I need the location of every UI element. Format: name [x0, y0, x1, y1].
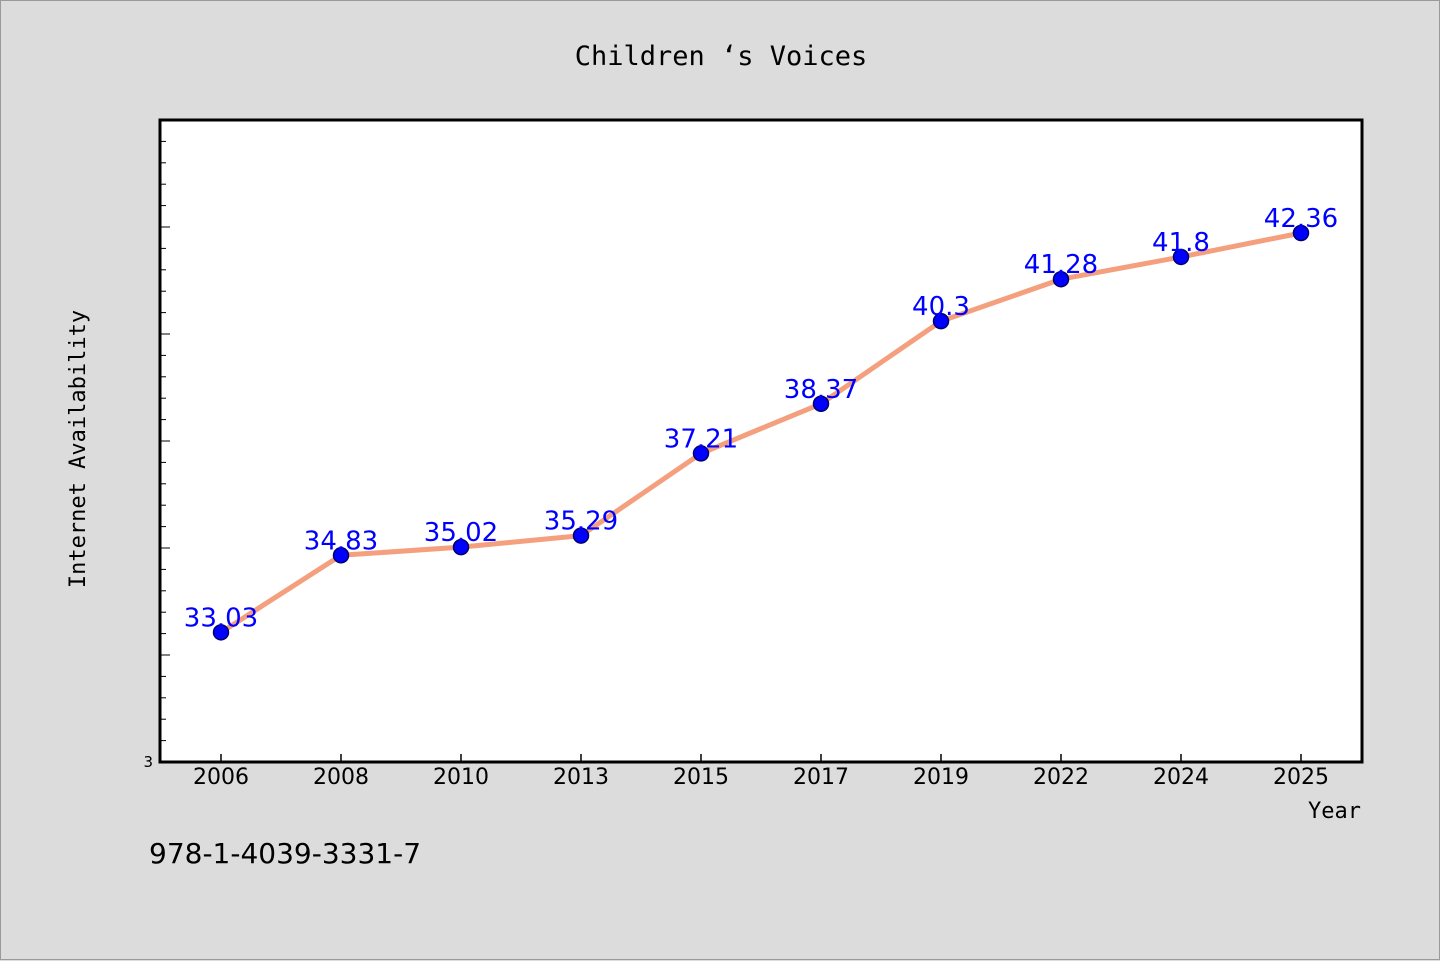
data-label: 41.28 — [1024, 250, 1098, 280]
data-point — [1172, 248, 1190, 266]
y-axis-ticks — [160, 140, 170, 742]
data-label: 35.29 — [544, 507, 618, 537]
series-line — [218, 230, 1304, 635]
data-label: 41.8 — [1152, 228, 1210, 258]
data-label: 35.02 — [424, 518, 498, 548]
x-axis-label: Year — [1308, 799, 1361, 824]
chart-title: Children ‘s Voices — [575, 41, 868, 72]
data-point — [572, 527, 590, 544]
data-point — [812, 395, 830, 413]
data-point — [1052, 270, 1070, 288]
x-tick-label: 2017 — [793, 765, 849, 790]
data-label: 37.21 — [664, 424, 738, 454]
x-tick-label: 2019 — [913, 765, 969, 790]
data-point — [212, 624, 230, 641]
x-axis-ticks: 2006 2008 2010 2013 2015 2017 2019 2022 2024 2025 — [193, 754, 1329, 790]
x-tick-label: 2008 — [313, 765, 369, 790]
series-group: 33.03 34.83 35.02 35.29 37.21 38.37 40.3 41.28 4… — [184, 204, 1338, 641]
data-point — [932, 312, 950, 330]
data-point — [692, 445, 710, 462]
x-tick-label: 2015 — [673, 765, 729, 790]
data-label: 40.3 — [912, 292, 970, 322]
data-label: 38.37 — [784, 375, 858, 405]
data-label: 34.83 — [304, 526, 378, 556]
y-tick-label-min: 3 — [143, 753, 153, 771]
y-axis-label: Internet Availability — [66, 310, 91, 588]
data-point — [452, 538, 470, 556]
x-tick-label: 2025 — [1273, 765, 1329, 790]
data-label: 33.03 — [184, 603, 258, 633]
x-tick-label: 2010 — [433, 765, 489, 790]
data-point — [332, 547, 350, 564]
plot-area — [158, 118, 1364, 764]
isbn-text: 978-1-4039-3331-7 — [149, 837, 421, 870]
x-tick-label: 2022 — [1033, 765, 1089, 790]
data-point — [1292, 224, 1310, 242]
x-tick-label: 2006 — [193, 765, 249, 790]
x-tick-label: 2013 — [553, 765, 609, 790]
data-label: 42.36 — [1264, 204, 1338, 234]
x-tick-label: 2024 — [1153, 765, 1209, 790]
